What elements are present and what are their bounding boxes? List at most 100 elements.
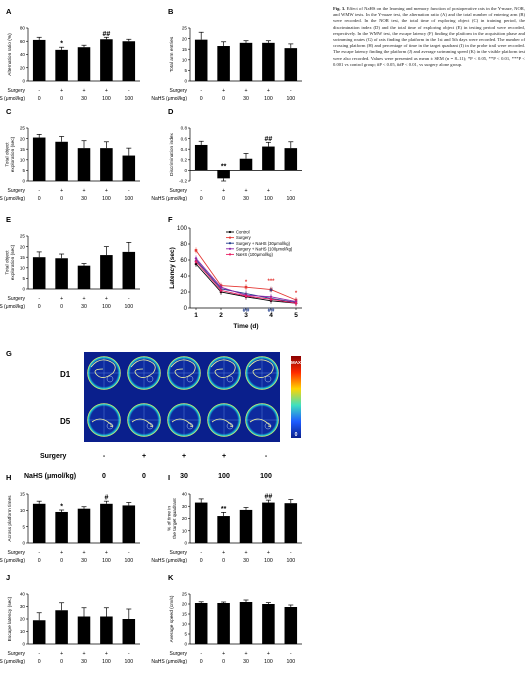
bar-h-4 [100, 503, 113, 543]
surgery-value: + [222, 188, 225, 194]
surgery-value: + [222, 651, 225, 657]
nahs-value: 30 [81, 558, 87, 564]
panel-letter-a: A [6, 7, 12, 16]
nahs-value: 30 [243, 558, 249, 564]
y-tick-label: 25 [20, 234, 26, 239]
swim-path-d1-2 [127, 356, 161, 390]
panel-letter-h: H [6, 473, 11, 482]
y-axis-label: Total arm entries [169, 36, 175, 72]
bar-k-1 [194, 603, 208, 644]
surgery-value: - [290, 88, 292, 94]
platform [146, 422, 154, 430]
panel-letter-g: G [6, 349, 12, 358]
significance-mark: * [60, 504, 63, 511]
y-tick-label: 0 [184, 642, 187, 647]
y-axis-label: Average speed (cm/s) [169, 595, 175, 642]
y-tick-label: 15 [182, 47, 188, 52]
swim-path-d1-1 [87, 356, 121, 390]
panel-letter-e: E [6, 215, 11, 224]
y-tick-label: 10 [182, 58, 188, 63]
surgery-row-label: Surgery [7, 88, 25, 94]
y-axis-label: Alternation ratio (%) [7, 33, 13, 76]
panel-letter-j: J [6, 573, 10, 582]
bar-e-1 [32, 257, 46, 289]
bar-c-3 [77, 148, 91, 181]
surgery-value: - [200, 651, 202, 657]
y-tick-label: 40 [182, 492, 188, 497]
nahs-value: 30 [81, 196, 87, 202]
bar-k-4 [262, 604, 275, 644]
nahs-row-label: NaHS (μmol/kg) [151, 96, 187, 102]
colorbar [291, 356, 301, 438]
x-tick-label: 2 [219, 312, 223, 319]
surgery-value: - [290, 651, 292, 657]
y-tick-label: 20 [180, 290, 187, 296]
bar-h-1 [32, 503, 46, 543]
y-tick-label: 30 [20, 604, 26, 609]
bar-a-1 [32, 39, 46, 81]
surgery-value: + [82, 550, 85, 556]
swim-trace [249, 418, 271, 427]
surgery-value: - [38, 188, 40, 194]
surgery-value: + [244, 550, 247, 556]
platform [264, 422, 272, 430]
bar-b-5 [284, 48, 298, 81]
bar-b-3 [239, 42, 253, 81]
nahs-value: 0 [60, 304, 63, 310]
panel-letter-i: I [168, 473, 170, 482]
nahs-value: 0 [60, 96, 63, 102]
bar-j-4 [100, 616, 113, 644]
bar-k-5 [284, 607, 298, 644]
legend-marker [228, 253, 232, 256]
surgery-value: + [105, 88, 108, 94]
bar-i-2 [217, 516, 230, 543]
nahs-value: 100 [264, 558, 273, 564]
legend-label: NaHS (100μmol/kg) [236, 252, 273, 257]
y-axis-label: the target quadrant [172, 498, 178, 539]
nahs-row-label: NaHS (μmol/kg) [0, 659, 25, 665]
significance-mark: * [295, 291, 298, 297]
surgery-value: - [38, 550, 40, 556]
legend-label: Surgery + NaHS (100μmol/kg) [236, 246, 293, 251]
y-tick-label: 15 [20, 255, 26, 260]
y-axis-label: Total object [4, 142, 10, 167]
swim-path-d5-4 [207, 403, 241, 437]
surgery-value: - [290, 188, 292, 194]
y-tick-label: 40 [20, 592, 26, 597]
platform [106, 375, 114, 383]
y-tick-label: 20 [20, 136, 26, 141]
chart-i: I 0 10 20 30 40 % of time in the target quadran… [151, 473, 302, 564]
y-tick-label: 0 [184, 306, 188, 312]
significance-mark: ## [268, 308, 275, 314]
chart-f: F 0 20 40 60 80 100 1 2 3 4 5 Time (d) Latency (sec) C… [168, 215, 302, 330]
significance-mark: ## [103, 31, 111, 38]
colorbar-min: 0 [295, 432, 298, 438]
y-tick-label: 0 [184, 541, 187, 546]
nahs-value: 100 [286, 96, 295, 102]
significance-mark: ** [221, 506, 227, 513]
significance-mark: * [60, 41, 63, 48]
chart-j: J 0 10 20 30 40 Escape latency (sec) - 0 +0 +30 +10… [0, 573, 140, 665]
bar-e-3 [77, 265, 91, 289]
nahs-value: 100 [124, 558, 133, 564]
surgery-value: - [128, 550, 130, 556]
bar-a-4 [100, 39, 113, 81]
significance-mark: # [269, 288, 273, 294]
swim-trace [210, 359, 236, 378]
swim-trace [130, 359, 156, 378]
data-point [219, 289, 223, 292]
data-point [269, 288, 273, 291]
y-tick-label: 30 [182, 504, 188, 509]
y-tick-label: 0.6 [181, 136, 188, 141]
legend-label: Surgery [236, 235, 252, 240]
chart-h: H 0 5 10 15 Across platform times - 0 * +0 +30 # +10… [0, 473, 140, 564]
data-point [194, 260, 198, 263]
y-axis-label: exploration (sec) [10, 244, 16, 280]
swim-trace [91, 418, 113, 427]
swim-path-d5-1 [87, 403, 121, 437]
nahs-value: 100 [102, 96, 111, 102]
surgery-value: - [128, 651, 130, 657]
bar-d-1 [194, 144, 208, 171]
swim-trace [131, 418, 153, 427]
nahs-row-label: NaHS (μmol/kg) [24, 473, 76, 480]
